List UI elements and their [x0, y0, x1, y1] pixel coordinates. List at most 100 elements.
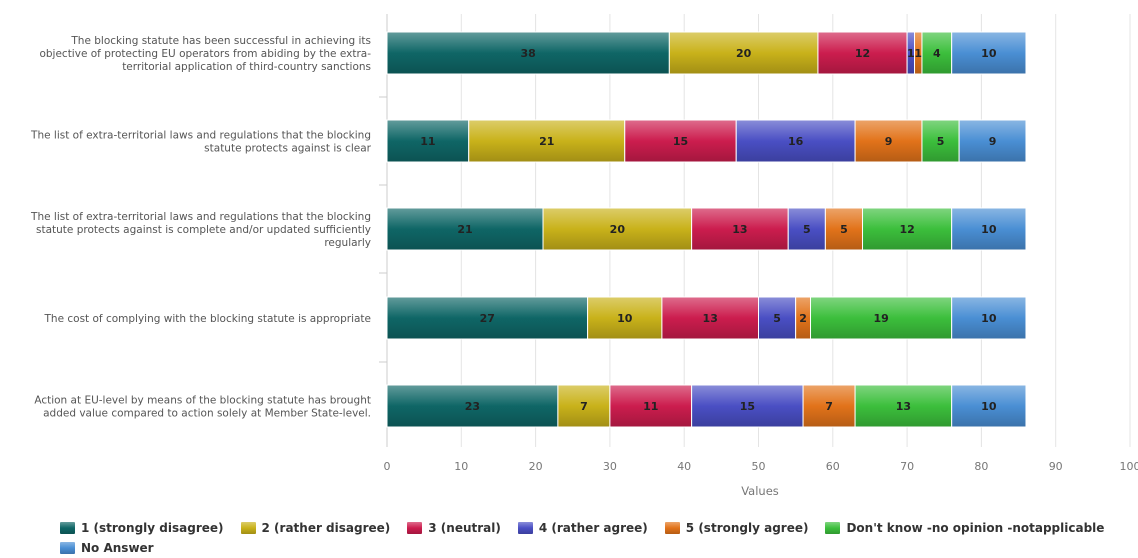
bar-segment[interactable] [810, 296, 953, 340]
bar-segment[interactable] [817, 31, 908, 75]
bar-segment[interactable] [691, 207, 789, 251]
data-label: 5 [803, 223, 811, 236]
bar-segment[interactable] [854, 119, 923, 163]
legend-label: 3 (neutral) [428, 521, 501, 535]
data-label: 1 [914, 47, 922, 60]
bar-segment[interactable] [609, 384, 693, 428]
data-label: 12 [899, 223, 914, 236]
data-label: 15 [740, 400, 755, 413]
bar-segment[interactable] [824, 207, 864, 251]
bar-segment[interactable] [542, 207, 693, 251]
bar-segment[interactable] [951, 296, 1027, 340]
x-tick-label: 0 [384, 460, 391, 473]
legend-label: No Answer [81, 541, 154, 555]
x-tick-label: 80 [974, 460, 988, 473]
x-tick-label: 50 [752, 460, 766, 473]
legend-item[interactable]: 5 (strongly agree) [664, 518, 808, 538]
category-label-line: The blocking statute has been successful… [70, 35, 371, 47]
category-label: The list of extra-territorial laws and r… [30, 130, 372, 155]
data-label: 20 [736, 47, 752, 60]
data-label: 38 [521, 47, 536, 60]
bar-segment[interactable] [951, 207, 1027, 251]
bar-segment[interactable] [587, 296, 663, 340]
data-label: 21 [539, 135, 554, 148]
bar-segment[interactable] [661, 296, 759, 340]
x-tick-label: 100 [1120, 460, 1138, 473]
category-label-line: statute protects against is complete and… [36, 224, 371, 236]
bar-segment[interactable] [386, 296, 589, 340]
data-label: 10 [981, 223, 997, 236]
data-label: 7 [825, 400, 833, 413]
data-label: 1 [907, 47, 915, 60]
bar-segment[interactable] [735, 119, 856, 163]
bar-segment[interactable] [386, 207, 544, 251]
category-label: The cost of complying with the blocking … [44, 313, 371, 325]
data-label: 13 [732, 223, 747, 236]
data-label: 9 [885, 135, 893, 148]
bar-segment[interactable] [787, 207, 826, 251]
bar-segment[interactable] [691, 384, 804, 428]
bar-segment[interactable] [386, 31, 670, 75]
data-label: 13 [703, 312, 718, 325]
data-label: 23 [465, 400, 480, 413]
legend-item[interactable]: 3 (neutral) [407, 518, 501, 538]
bar-segment[interactable] [951, 31, 1027, 75]
data-label: 2 [799, 312, 807, 325]
x-tick-label: 40 [677, 460, 691, 473]
bar-segment[interactable] [802, 384, 856, 428]
bar-segment[interactable] [921, 31, 953, 75]
data-label: 9 [989, 135, 997, 148]
data-label: 5 [840, 223, 848, 236]
category-label-line: The cost of complying with the blocking … [44, 313, 371, 325]
data-label: 11 [643, 400, 658, 413]
bar-segment[interactable] [468, 119, 626, 163]
bar-segment[interactable] [862, 207, 953, 251]
data-label: 27 [480, 312, 495, 325]
bar-segment[interactable] [951, 384, 1027, 428]
data-label: 10 [981, 312, 997, 325]
category-label: The list of extra-territorial laws and r… [30, 211, 371, 249]
category-label-line: Action at EU-level by means of the block… [34, 395, 371, 407]
bar-segment[interactable] [854, 384, 953, 428]
legend-item[interactable]: 4 (rather agree) [517, 518, 648, 538]
data-label: 10 [981, 47, 997, 60]
bar-segment[interactable] [557, 384, 611, 428]
x-tick-label: 20 [529, 460, 543, 473]
data-label: 16 [788, 135, 804, 148]
legend-item[interactable]: Don't know -no opinion -notapplicable [825, 518, 1104, 538]
x-tick-label: 10 [454, 460, 468, 473]
legend-swatch [517, 522, 533, 534]
category-label-line: added value compared to action solely at… [43, 408, 371, 420]
legend-item[interactable]: 2 (rather disagree) [240, 518, 390, 538]
legend-swatch [407, 522, 423, 534]
data-label: 4 [933, 47, 941, 60]
chart-legend: 1 (strongly disagree) 2 (rather disagree)… [60, 518, 1130, 558]
data-label: 13 [896, 400, 911, 413]
category-label-line: The list of extra-territorial laws and r… [30, 211, 371, 223]
data-label: 10 [981, 400, 997, 413]
legend-item[interactable]: No Answer [60, 538, 154, 558]
bar-segment[interactable] [958, 119, 1027, 163]
data-label: 12 [855, 47, 870, 60]
x-tick-label: 30 [603, 460, 617, 473]
legend-swatch [825, 522, 841, 534]
legend-item[interactable]: 1 (strongly disagree) [60, 518, 224, 538]
data-label: 20 [610, 223, 626, 236]
legend-swatch [60, 542, 75, 554]
category-label: The blocking statute has been successful… [39, 35, 371, 73]
bar-segment[interactable] [386, 384, 559, 428]
category-label: Action at EU-level by means of the block… [34, 395, 371, 420]
data-label: 5 [773, 312, 781, 325]
bar-segment[interactable] [921, 119, 960, 163]
data-label: 10 [617, 312, 633, 325]
x-tick-label: 90 [1049, 460, 1063, 473]
data-label: 7 [580, 400, 588, 413]
bar-segment[interactable] [624, 119, 737, 163]
data-label: 21 [457, 223, 472, 236]
legend-swatch [664, 522, 680, 534]
data-label: 19 [873, 312, 888, 325]
x-axis-title: Values [741, 484, 779, 498]
bar-segment[interactable] [668, 31, 819, 75]
bar-segment[interactable] [758, 296, 797, 340]
